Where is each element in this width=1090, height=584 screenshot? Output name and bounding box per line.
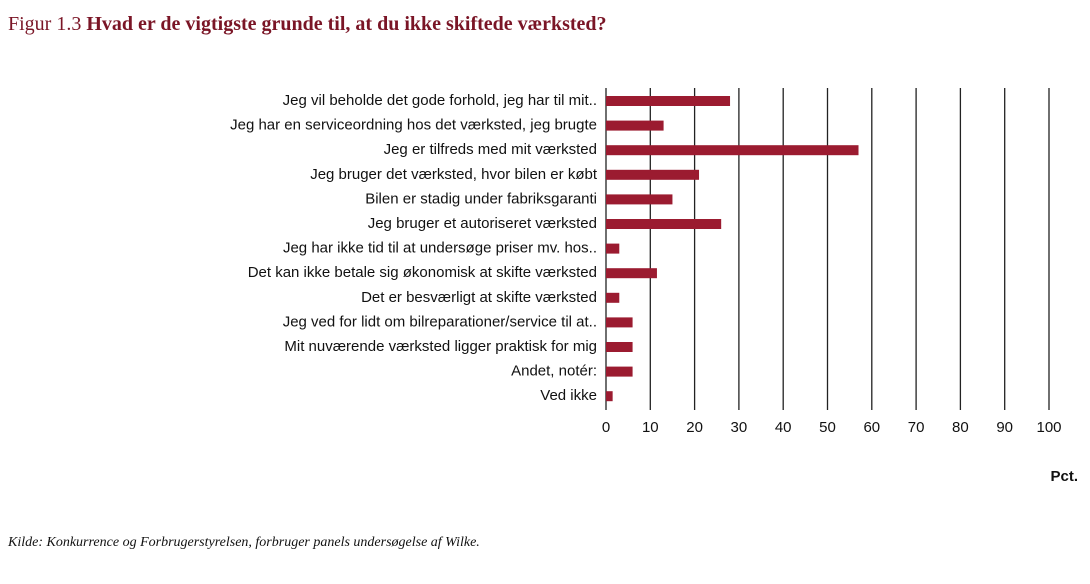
bar — [606, 145, 859, 156]
bar — [606, 243, 620, 254]
bar — [606, 96, 731, 106]
bar — [606, 317, 633, 328]
y-tick-label: Jeg er tilfreds med mit værksted — [384, 141, 597, 158]
y-tick-label: Det kan ikke betale sig økonomisk at ski… — [248, 264, 597, 281]
x-tick-label: 20 — [686, 419, 703, 436]
bar — [606, 194, 673, 205]
x-tick-label: 70 — [908, 419, 925, 436]
x-tick-label: 80 — [952, 419, 969, 436]
bar — [606, 391, 613, 402]
x-tick-label: 10 — [642, 419, 659, 436]
bar — [606, 169, 700, 180]
y-tick-label: Det er besværligt at skifte værksted — [361, 289, 597, 306]
bar — [606, 342, 633, 352]
chart-title: Figur 1.3 Hvad er de vigtigste grunde ti… — [8, 13, 607, 35]
figure-label: Figur 1.3 — [8, 13, 81, 35]
y-tick-label: Andet, notér: — [511, 363, 597, 380]
y-tick-label: Jeg bruger det værksted, hvor bilen er k… — [310, 166, 598, 183]
bar — [606, 219, 722, 229]
bar — [606, 366, 633, 377]
x-tick-label: 90 — [996, 419, 1013, 436]
y-tick-label: Jeg vil beholde det gode forhold, jeg ha… — [283, 92, 597, 109]
x-tick-label: 40 — [775, 419, 792, 436]
x-tick-label: 60 — [863, 419, 880, 436]
y-tick-label: Jeg bruger et autoriseret værksted — [368, 215, 597, 232]
bar — [606, 292, 620, 303]
bar — [606, 268, 657, 279]
x-axis-label: Pct. — [1050, 468, 1078, 485]
bar — [606, 120, 664, 131]
source: Kilde: Konkurrence og Forbrugerstyrelsen… — [7, 535, 480, 550]
x-tick-label: 30 — [731, 419, 748, 436]
y-tick-label: Jeg har en serviceordning hos det værkst… — [230, 117, 597, 134]
y-tick-label: Mit nuværende værksted ligger praktisk f… — [284, 338, 597, 355]
y-tick-label: Jeg har ikke tid til at undersøge priser… — [283, 240, 597, 257]
x-tick-label: 50 — [819, 419, 836, 436]
y-tick-label: Bilen er stadig under fabriksgaranti — [365, 190, 597, 207]
y-tick-label: Jeg ved for lidt om bilreparationer/serv… — [283, 313, 597, 330]
x-tick-label: 100 — [1036, 419, 1061, 436]
title-text: Hvad er de vigtigste grunde til, at du i… — [86, 13, 606, 35]
y-tick-label: Ved ikke — [540, 387, 597, 404]
x-tick-label: 0 — [602, 419, 610, 436]
